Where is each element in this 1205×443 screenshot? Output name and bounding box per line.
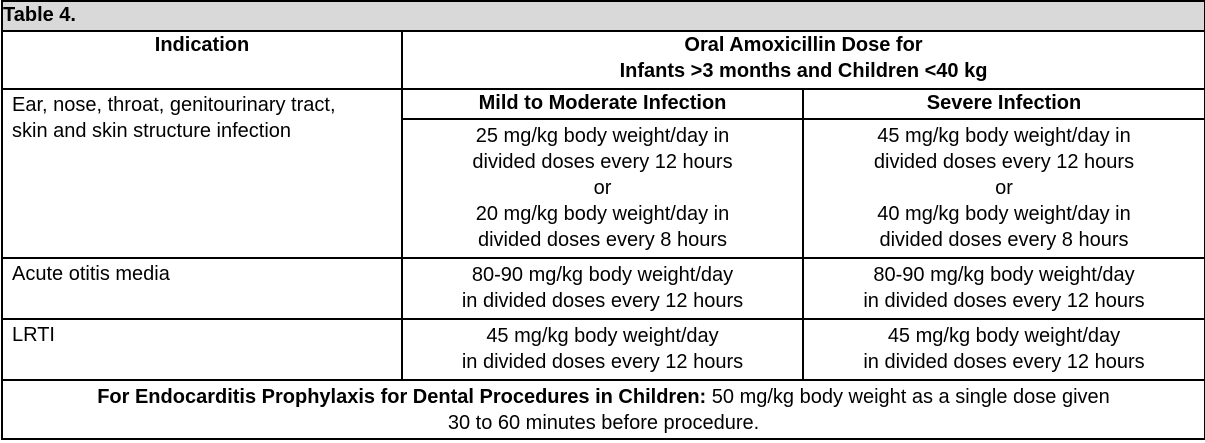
dose-line: divided doses every 12 hours	[472, 151, 733, 173]
dose-cell-otitis-severe: 80-90 mg/kg body weight/day in divided d…	[802, 257, 1205, 320]
table-caption-row: Table 4.	[1, 0, 1205, 32]
header-dose: Oral Amoxicillin Dose for Infants >3 mon…	[401, 30, 1205, 90]
indication-cell-ent: Ear, nose, throat, genitourinary tract, …	[1, 88, 403, 259]
dose-line: in divided doses every 12 hours	[863, 290, 1145, 312]
dose-line: 40 mg/kg body weight/day in	[877, 203, 1131, 225]
table-row: Acute otitis media 80-90 mg/kg body weig…	[1, 257, 1205, 320]
dose-line: in divided doses every 12 hours	[461, 351, 744, 373]
footer-text-2: 30 to 60 minutes before procedure.	[447, 412, 760, 434]
dose-line: 25 mg/kg body weight/day in	[475, 125, 730, 147]
footer-note: For Endocarditis Prophylaxis for Dental …	[1, 379, 1205, 440]
indication-ent-line-1: Ear, nose, throat, genitourinary tract,	[12, 94, 336, 116]
footer-text-1: 50 mg/kg body weight as a single dose gi…	[706, 386, 1110, 408]
dose-cell-ent-severe: 45 mg/kg body weight/day in divided dose…	[802, 118, 1205, 259]
footer-bold-label: For Endocarditis Prophylaxis for Dental …	[97, 386, 707, 408]
dose-cell-ent-mild: 25 mg/kg body weight/day in divided dose…	[401, 118, 804, 259]
table-subheader-row: Ear, nose, throat, genitourinary tract, …	[1, 88, 1205, 259]
footer-line-1: For Endocarditis Prophylaxis for Dental …	[7, 384, 1200, 410]
header-dose-line-2: Infants >3 months and Children <40 kg	[619, 60, 988, 82]
indication-ent-line-2: skin and skin structure infection	[12, 120, 292, 142]
dose-cell-lrti-mild: 45 mg/kg body weight/day in divided dose…	[401, 318, 804, 381]
table-header-row: Indication Oral Amoxicillin Dose for Inf…	[1, 30, 1205, 90]
dose-line: divided doses every 12 hours	[873, 151, 1135, 173]
dose-line: 80-90 mg/kg body weight/day	[873, 264, 1135, 286]
header-dose-line-1: Oral Amoxicillin Dose for	[684, 34, 923, 56]
dose-cell-otitis-mild: 80-90 mg/kg body weight/day in divided d…	[401, 257, 804, 320]
subheader-severe: Severe Infection	[802, 88, 1205, 120]
dose-line: divided doses every 8 hours	[879, 229, 1129, 251]
dose-line: in divided doses every 12 hours	[461, 290, 744, 312]
header-indication: Indication	[1, 30, 403, 90]
dose-line: or	[593, 177, 612, 199]
subheader-mild: Mild to Moderate Infection	[401, 88, 804, 120]
table-row: 25 mg/kg body weight/day in divided dose…	[2, 118, 1205, 259]
dose-line: divided doses every 8 hours	[477, 229, 728, 251]
dose-line: 45 mg/kg body weight/day	[486, 325, 719, 347]
dose-line: 20 mg/kg body weight/day in	[475, 203, 730, 225]
table-caption: Table 4.	[1, 0, 1205, 32]
table-footer-row: For Endocarditis Prophylaxis for Dental …	[1, 379, 1205, 440]
indication-cell-lrti: LRTI	[1, 318, 403, 381]
indication-cell-otitis: Acute otitis media	[1, 257, 403, 320]
dose-line: 45 mg/kg body weight/day in	[877, 125, 1131, 147]
dose-line: 80-90 mg/kg body weight/day	[471, 264, 734, 286]
dose-line: 45 mg/kg body weight/day	[887, 325, 1121, 347]
dose-cell-lrti-severe: 45 mg/kg body weight/day in divided dose…	[802, 318, 1205, 381]
table-row: LRTI 45 mg/kg body weight/day in divided…	[1, 318, 1205, 381]
dose-line: or	[995, 177, 1013, 199]
dose-line: in divided doses every 12 hours	[863, 351, 1145, 373]
